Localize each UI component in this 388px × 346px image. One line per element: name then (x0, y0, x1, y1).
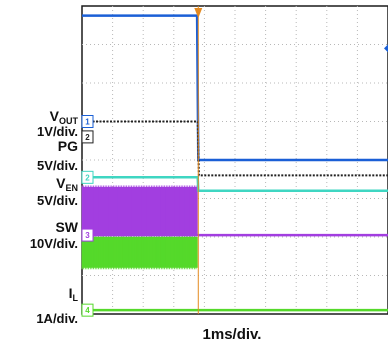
vout-trace (82, 14, 388, 162)
sw-scale-label: 10V/div. (30, 236, 78, 251)
vout-name-label: VOUT (50, 108, 79, 126)
ven-marker-label: 2 (85, 173, 90, 182)
trigger (194, 6, 203, 314)
il-marker-box (81, 303, 94, 317)
il-marker-label: 4 (85, 306, 90, 315)
sw-channel-marker: 3 (81, 228, 94, 242)
sw-name-label: SW (55, 219, 78, 235)
pg-scale-label: 5V/div. (37, 158, 78, 173)
il-scale-label: 1A/div. (36, 311, 78, 326)
x-axis-label: 1ms/div. (203, 326, 262, 343)
ven-scale-label: 5V/div. (37, 193, 78, 208)
il-channel-marker: 4 (81, 303, 94, 317)
channel-labels: VOUT1V/div.PG5V/div.VEN5V/div.SW10V/div.… (30, 108, 79, 326)
pg-name-label: PG (58, 138, 78, 154)
vout-channel-marker: 1 (81, 115, 94, 128)
switching-bands (81, 185, 198, 270)
vout-marker-label: 1 (85, 118, 90, 127)
ven-marker-box (81, 170, 94, 184)
channel-markers: 1 2 2 3 4 (81, 115, 94, 317)
pg-marker-label: 2 (85, 133, 90, 142)
pg-trace (82, 120, 388, 177)
vout-scale-label: 1V/div. (37, 124, 78, 139)
sw-marker-label: 3 (85, 231, 90, 240)
pg-marker-box (81, 130, 94, 144)
vout-edge-marker (384, 44, 388, 53)
trigger-marker (194, 8, 203, 18)
sw-marker-box (81, 228, 94, 242)
vout-marker-box (81, 115, 94, 128)
pg-channel-marker: 2 (81, 130, 94, 144)
ven-channel-marker: 2 (81, 170, 94, 184)
ven-name-label: VEN (56, 175, 78, 193)
il-name-label: IL (69, 285, 79, 303)
